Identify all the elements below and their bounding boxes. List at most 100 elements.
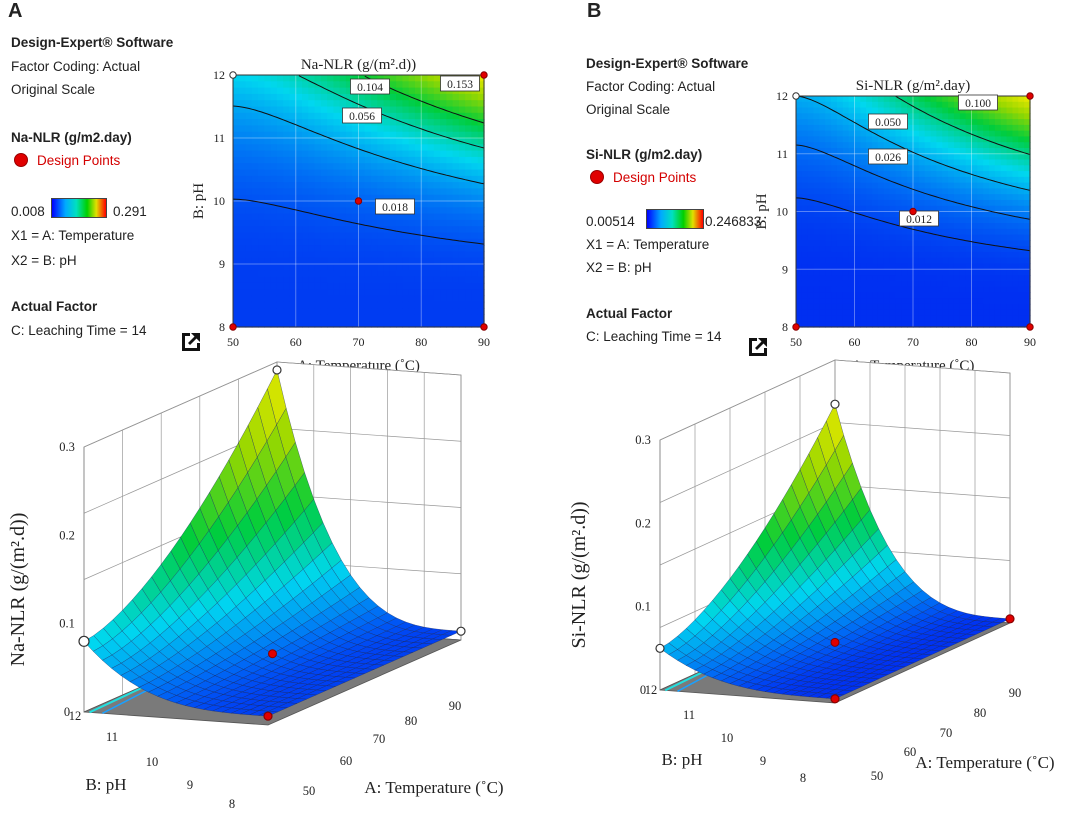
heat-cell [320,144,328,152]
heat-cell [831,171,838,178]
heat-cell [414,100,422,108]
z-tick-label: 0 [640,683,646,697]
heat-cell [421,270,429,278]
heat-cell [994,292,1002,299]
heat-cell [239,213,247,221]
heat-cell [245,276,253,284]
heat-cell [327,169,335,177]
heat-cell [807,188,815,195]
heat-cell [320,276,328,284]
heat-cell [245,301,253,309]
heat-cell [924,280,932,288]
heat-cell [389,232,397,240]
heat-cell [959,113,967,120]
heat-cell [414,270,422,278]
heat-cell [245,169,253,177]
heat-cell [446,251,454,259]
heat-cell [1018,142,1025,149]
heat-cell [440,138,447,145]
heat-cell [848,234,856,241]
heat-cell [333,314,341,322]
heat-cell [371,308,378,315]
heat-cell [239,276,247,284]
heat-cell [477,245,485,252]
heat-cell [427,314,435,322]
heat-cell [295,131,303,139]
heat-cell [1006,96,1014,103]
heat-cell [796,119,803,126]
heat-cell [959,298,967,305]
heat-cell [364,138,372,145]
heat-cell [333,125,341,133]
heat-cell [924,113,932,120]
heat-cell [433,163,441,171]
heat-cell [1000,182,1008,190]
heat-cell [396,100,404,108]
heat-cell [358,125,366,133]
heat-cell [308,81,316,89]
heat-cell [977,159,984,166]
heat-cell [308,232,316,240]
heat-cell [433,245,441,252]
expand-icon[interactable] [747,336,769,358]
heat-cell [446,182,454,189]
expand-icon[interactable] [180,331,202,353]
heat-cell [1006,275,1014,282]
coding-label: Factor Coding: Actual [11,59,141,74]
heat-cell [913,142,920,149]
heat-cell [872,309,879,317]
heat-cell [977,136,984,143]
heat-cell [848,153,856,161]
heat-cell [948,205,955,213]
heat-cell [796,303,803,311]
heat-cell [333,106,341,114]
heat-cell [930,147,937,155]
heat-cell [1012,309,1019,317]
heat-cell [924,286,932,293]
heat-cell [796,194,803,201]
heat-cell [971,142,978,149]
heat-cell [320,119,328,126]
heat-cell [433,207,441,215]
heat-cell [320,245,328,252]
heat-cell [895,298,902,305]
heat-cell [913,159,920,166]
heat-cell [1000,153,1008,161]
heat-cell [352,257,360,265]
heat-cell [889,263,897,270]
heat-cell [825,171,832,178]
heat-cell [801,303,809,311]
heat-cell [936,211,943,218]
heat-cell [883,194,891,201]
heat-cell [989,171,996,178]
heat-cell [1024,275,1031,282]
heat-cell [264,175,272,183]
heat-cell [994,263,1002,270]
heat-cell [866,292,873,299]
heat-cell [452,226,460,234]
heat-cell [831,251,838,259]
x-tick-label: 60 [340,754,353,768]
heat-cell [872,223,879,230]
heat-cell [283,213,291,221]
heat-cell [320,207,328,215]
heat-cell [371,144,378,152]
heat-cell [831,199,838,207]
heat-cell [452,163,460,171]
heat-cell [295,289,303,297]
heat-cell [842,309,850,317]
heat-cell [1024,124,1031,132]
heat-cell [389,131,397,139]
heat-cell [883,315,891,322]
heat-cell [907,251,914,259]
heat-cell [396,295,404,303]
heat-cell [352,131,360,139]
heat-cell [452,150,460,158]
heat-cell [264,308,272,315]
heat-cell [989,275,996,282]
heat-cell [477,282,485,290]
heat-cell [446,276,454,284]
heat-cell [377,320,385,328]
heat-cell [233,188,240,196]
heat-cell [427,106,435,114]
